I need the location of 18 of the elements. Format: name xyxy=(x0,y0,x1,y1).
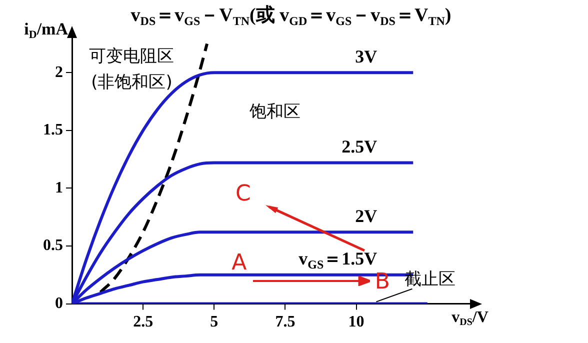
y-tick-label: 0.5 xyxy=(43,237,63,254)
x-tick-label: 5 xyxy=(210,314,218,331)
series-label: 2V xyxy=(355,206,378,226)
series-label: 2.5V xyxy=(342,136,378,156)
series-label: 3V xyxy=(355,46,378,66)
x-tick-label: 2.5 xyxy=(133,314,154,331)
annotation: 截止区 xyxy=(404,269,456,290)
y-tick-label: 1.5 xyxy=(43,122,63,139)
annotation: 可变电阻区 (非饱和区) xyxy=(89,46,174,92)
y-tick-label: 1 xyxy=(55,179,63,196)
y-tick-label: 2 xyxy=(55,64,63,81)
x-tick-label: 7.5 xyxy=(275,314,296,331)
annotation: B xyxy=(374,269,390,294)
annotation: A xyxy=(232,250,247,276)
annotation: C xyxy=(235,182,251,207)
x-tick-label: 10 xyxy=(348,314,364,331)
y-tick-label: 0 xyxy=(55,294,63,312)
annotation: 饱和区 xyxy=(248,102,300,122)
